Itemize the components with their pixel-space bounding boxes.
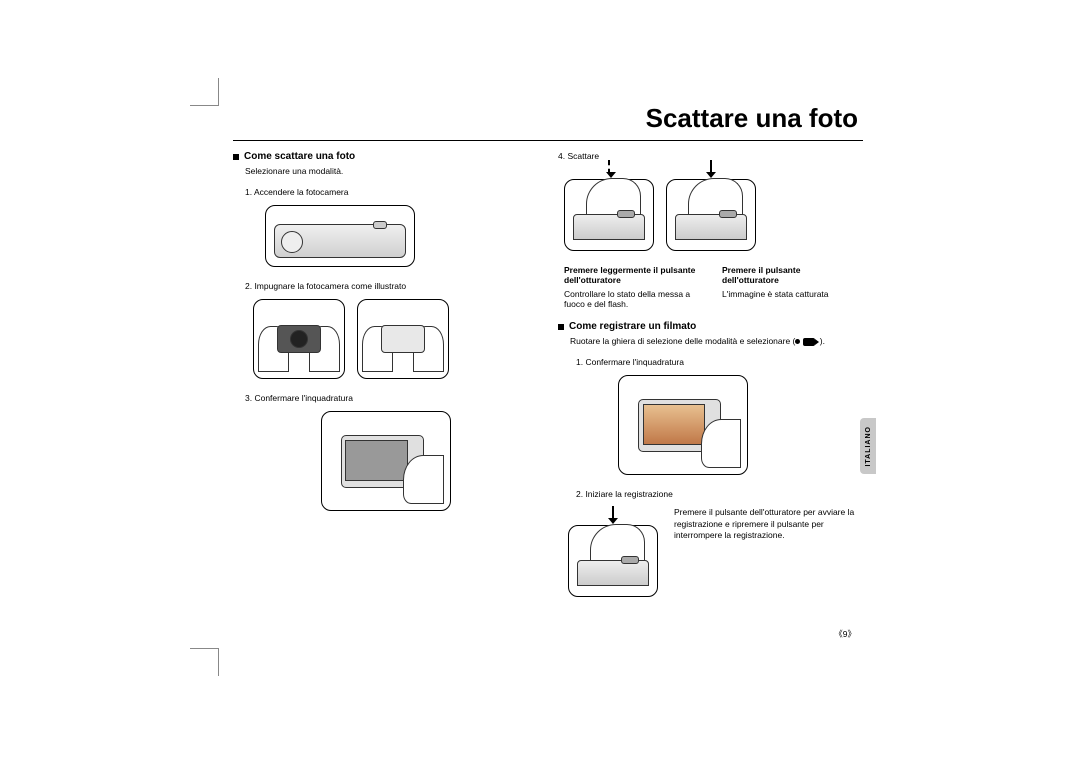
caption-bold: Premere leggermente il pulsante dell'ott…	[564, 265, 704, 285]
section-title-text: Come registrare un filmato	[569, 321, 696, 332]
intro-text: Ruotare la ghiera di selezione delle mod…	[570, 336, 863, 347]
illustration-record-press	[568, 525, 658, 597]
illustration-half-press	[564, 179, 654, 251]
bullet-icon	[558, 324, 564, 330]
step-label: 2. Iniziare la registrazione	[576, 489, 863, 499]
language-label: ITALIANO	[865, 426, 872, 467]
text-span: Ruotare la ghiera di selezione delle mod…	[570, 336, 795, 346]
illustration-full-press	[666, 179, 756, 251]
caption-row: Controllare lo stato della messa a fuoco…	[564, 289, 863, 309]
step-label: 1. Confermare l'inquadratura	[576, 357, 863, 367]
crop-mark	[190, 105, 218, 106]
arrow-icon	[612, 506, 614, 520]
caption-text: Controllare lo stato della messa a fuoco…	[564, 289, 704, 309]
note-text: Premere il pulsante dell'otturatore per …	[674, 507, 863, 541]
record-dot-icon	[795, 339, 800, 344]
illustration-row	[253, 205, 538, 267]
page-title: Scattare una foto	[218, 88, 878, 134]
caption-text: L'immagine è stata catturata	[722, 289, 842, 309]
illustration-hold-front	[253, 299, 345, 379]
crop-mark	[190, 648, 218, 649]
page-number: 《9》	[834, 628, 856, 640]
dashed-arrow-icon	[608, 160, 610, 174]
video-icon	[803, 338, 815, 346]
content-columns: Come scattare una foto Selezionare una m…	[218, 141, 878, 607]
section-title-text: Come scattare una foto	[244, 151, 355, 162]
intro-text: Selezionare una modalità.	[245, 166, 538, 177]
step-label: 3. Confermare l'inquadratura	[245, 393, 538, 403]
hands-shape	[364, 306, 442, 372]
right-column: 4. Scattare Premere leggermente il pulsa…	[558, 151, 863, 597]
camera-body-shape	[274, 224, 406, 258]
illustration-lcd-video	[618, 375, 748, 475]
caption-row: Premere leggermente il pulsante dell'ott…	[564, 265, 863, 285]
shutter-shape	[373, 221, 387, 229]
illustration-row	[564, 179, 863, 251]
step-label: 2. Impugnare la fotocamera come illustra…	[245, 281, 538, 291]
caption-bold: Premere il pulsante dell'otturatore	[722, 265, 842, 285]
manual-page: Scattare una foto Come scattare una foto…	[218, 88, 878, 648]
crop-mark	[218, 648, 219, 676]
press-shape	[569, 184, 649, 246]
lcd-shape	[627, 384, 739, 466]
bullet-icon	[233, 154, 239, 160]
section-heading: Come scattare una foto	[233, 151, 538, 162]
lcd-shape	[330, 420, 442, 502]
left-column: Come scattare una foto Selezionare una m…	[233, 151, 538, 597]
illustration-row	[253, 299, 538, 379]
illustration-lcd-frame	[321, 411, 451, 511]
step-label: 1. Accendere la fotocamera	[245, 187, 538, 197]
language-tab: ITALIANO	[860, 418, 876, 474]
illustration-hold-back	[357, 299, 449, 379]
hands-shape	[260, 306, 338, 372]
arrow-icon	[710, 160, 712, 174]
press-shape	[671, 184, 751, 246]
mode-dial-shape	[281, 231, 303, 253]
illustration-row	[618, 375, 863, 475]
illustration-camera-top	[265, 205, 415, 267]
section-heading: Come registrare un filmato	[558, 321, 863, 332]
press-shape	[573, 530, 653, 592]
illustration-row	[233, 411, 538, 511]
illustration-row: Premere il pulsante dell'otturatore per …	[568, 507, 863, 597]
